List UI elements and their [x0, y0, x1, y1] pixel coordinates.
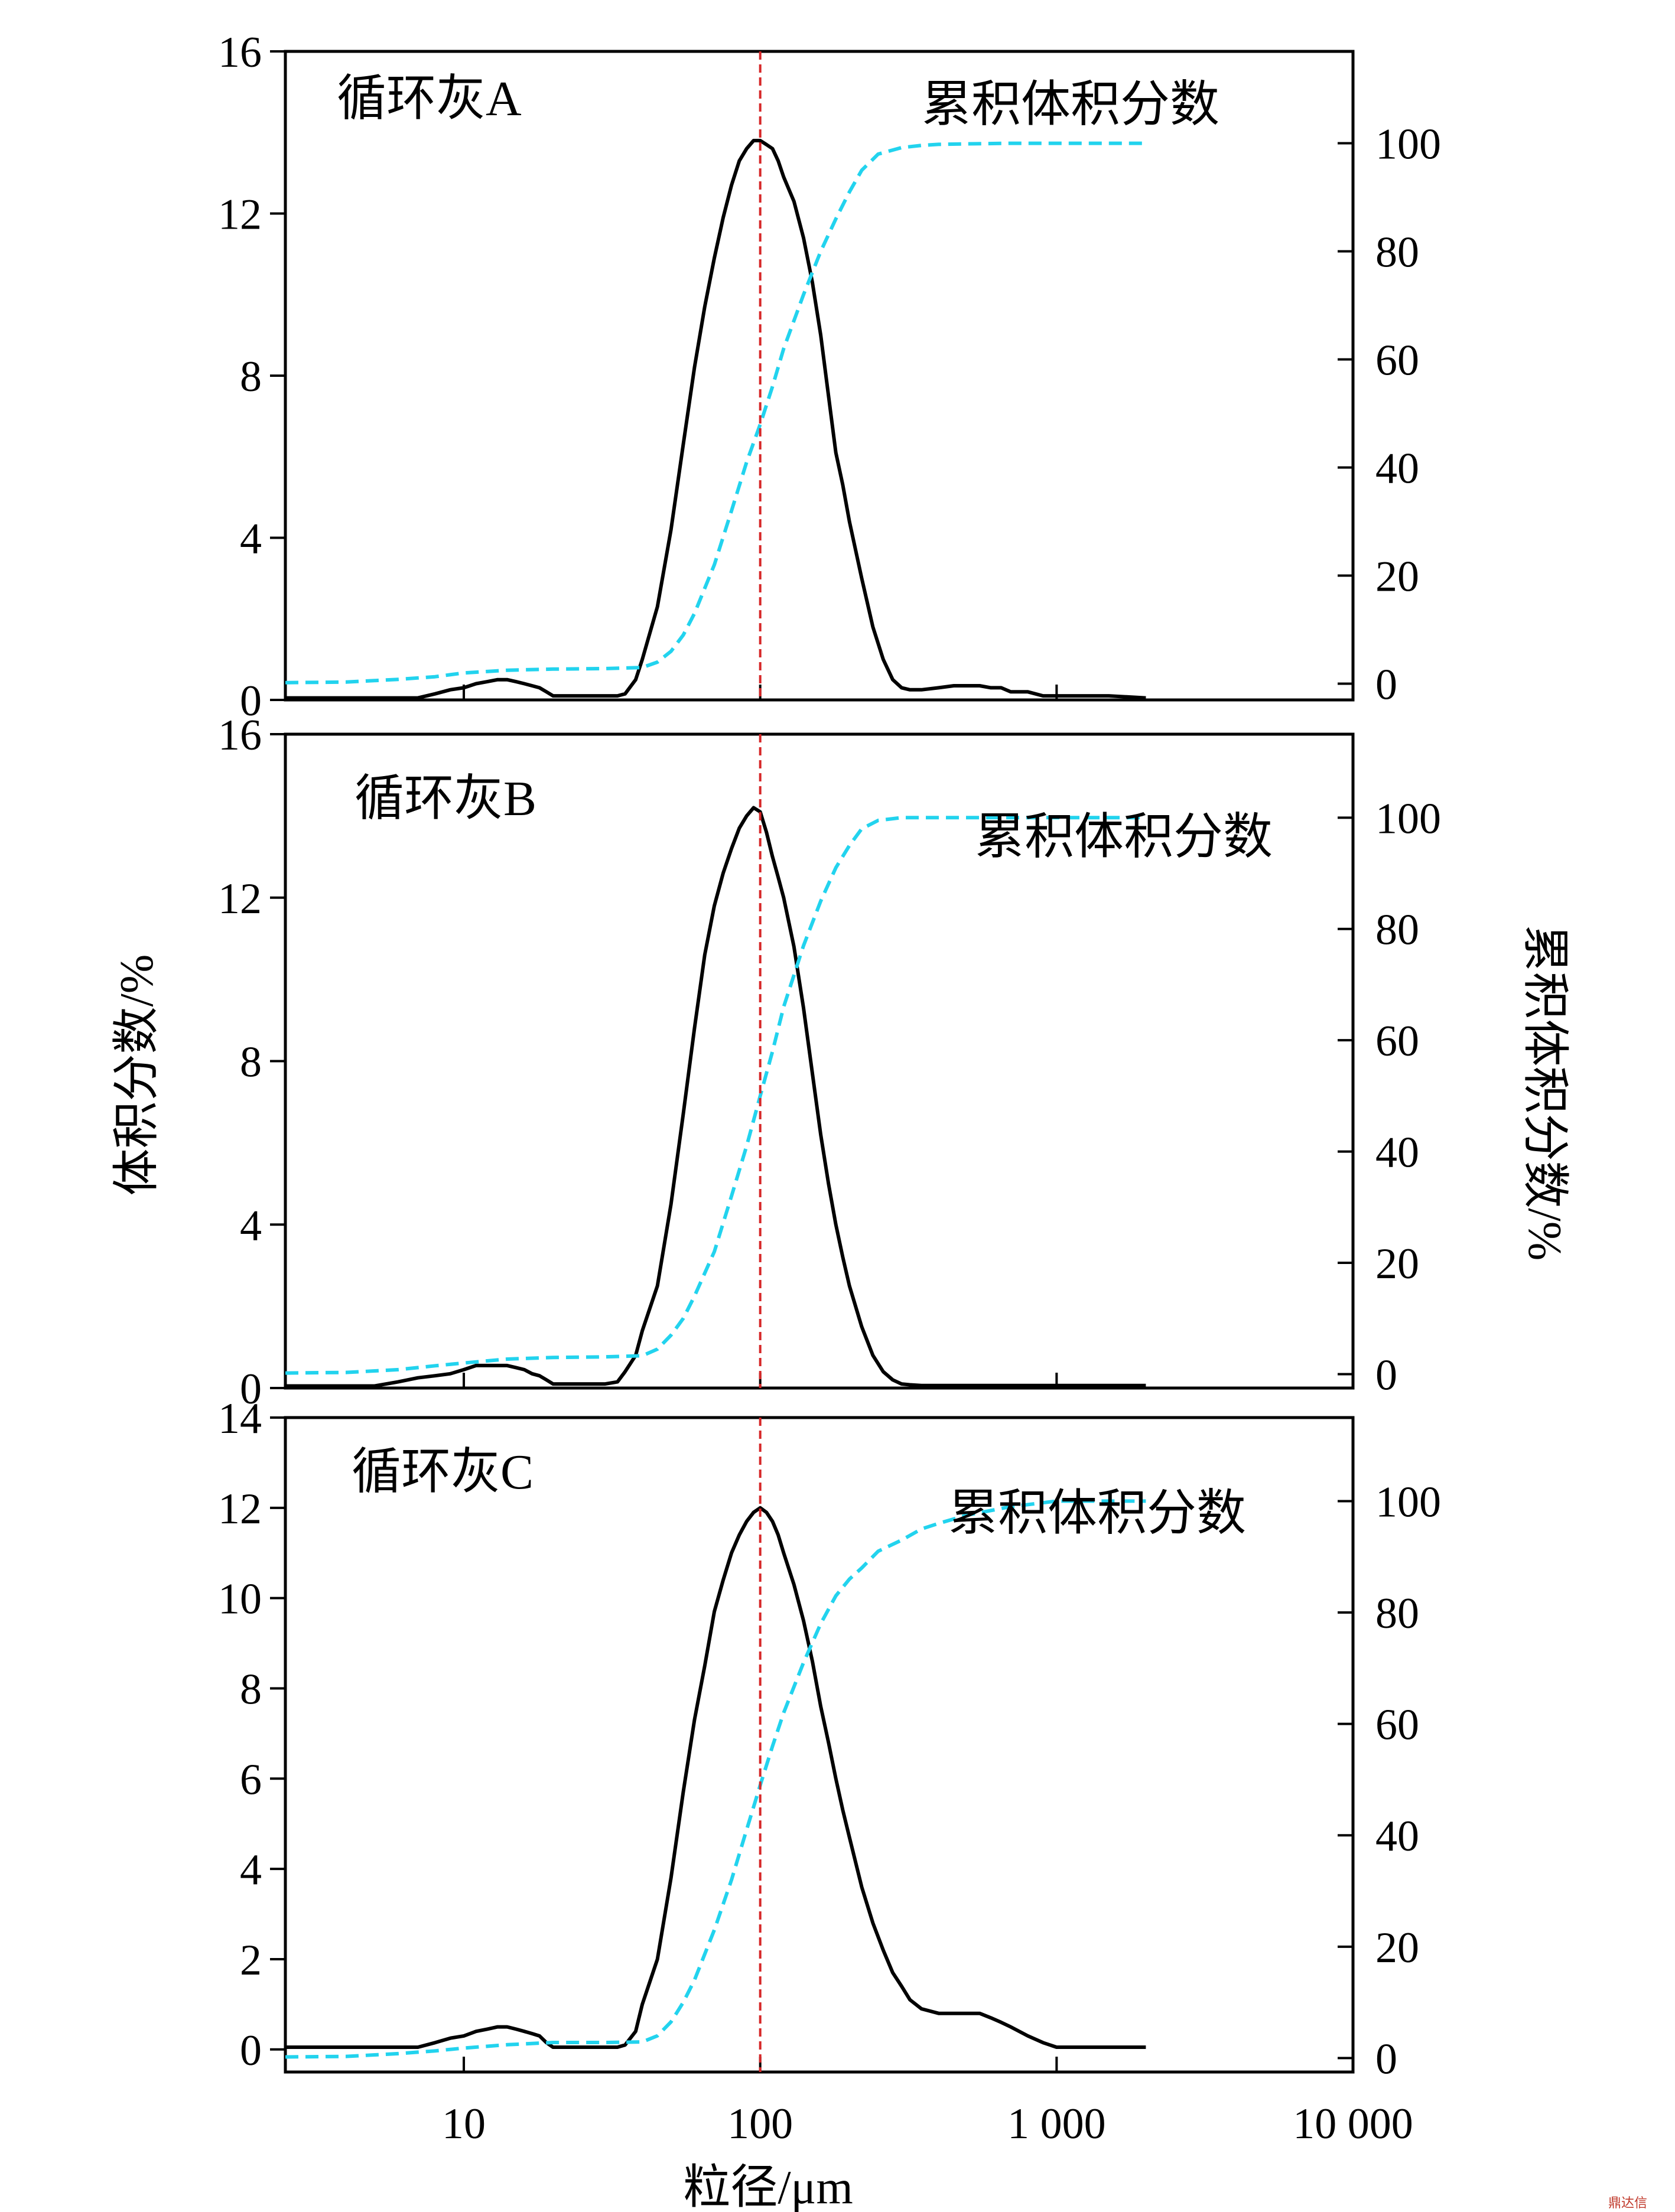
panel-3: 0 2 4 6 8 10 12 14 0 20 40 60 80 100 循环灰C 累积体积分数: [218, 1395, 1441, 2083]
x-tick-label: 10 000: [1293, 2100, 1413, 2148]
plot-frame: [284, 50, 1355, 702]
x-tick-label: 100: [727, 2100, 793, 2148]
y-tick-label-right: 0: [1375, 1351, 1397, 1399]
cumulative-volume-line: [285, 816, 1146, 1375]
y-tick-label-left: 6: [240, 1755, 262, 1804]
panel-2: 0 4 8 12 16 0 20 40 60 80 100 循环灰B 累积体积分数: [218, 711, 1441, 1413]
y-tick-label-left: 4: [240, 515, 262, 563]
y-tick-label-left: 2: [240, 1936, 262, 1985]
y-tick-label-left: 16: [218, 711, 262, 760]
y-tick-label-left: 12: [218, 875, 262, 923]
y-tick-label-right: 60: [1375, 1701, 1419, 1750]
y-tick-label-left: 12: [218, 191, 262, 239]
y-tick-label-right: 40: [1375, 1812, 1419, 1861]
y-tick-label-right: 20: [1375, 1924, 1419, 1972]
panel-label: 循环灰B: [354, 771, 536, 826]
panel-label: 循环灰A: [337, 71, 522, 126]
y-tick-label-left: 14: [218, 1395, 262, 1443]
volume-fraction-line: [285, 139, 1146, 700]
y-tick-label-left: 4: [240, 1201, 262, 1250]
y-tick-label-left: 0: [240, 2027, 262, 2075]
volume-fraction-line: [285, 806, 1146, 1388]
y-tick-label-right: 80: [1375, 229, 1419, 277]
y-tick-label-left: 12: [218, 1485, 262, 1533]
y-tick-label-left: 8: [240, 1038, 262, 1087]
volume-fraction-line: [285, 1506, 1146, 2049]
panel-label: 循环灰C: [352, 1445, 534, 1500]
x-tick-label: 1 000: [1007, 2100, 1106, 2148]
y-tick-label-right: 60: [1375, 337, 1419, 385]
y-tick-label-right: 20: [1375, 553, 1419, 601]
y-tick-label-right: 20: [1375, 1240, 1419, 1288]
x-tick-label: 10: [442, 2100, 486, 2148]
y-tick-label-right: 0: [1375, 661, 1397, 709]
cumulative-volume-line: [285, 1499, 1146, 2059]
cumulative-volume-line: [285, 141, 1146, 685]
y-tick-label-left: 0: [240, 1365, 262, 1413]
y-tick-label-left: 0: [240, 677, 262, 725]
cumulative-series-label: 累积体积分数: [948, 1486, 1246, 1541]
y-tick-label-right: 100: [1375, 120, 1441, 169]
watermark-text: 鼎达信: [1608, 2196, 1648, 2211]
y-tick-label-right: 100: [1375, 1478, 1441, 1526]
y-tick-label-right: 60: [1375, 1017, 1419, 1066]
y-tick-label-left: 4: [240, 1846, 262, 1894]
y-tick-label-left: 8: [240, 353, 262, 401]
plot-frame: [284, 1416, 1355, 2074]
y-tick-label-right: 40: [1375, 445, 1419, 493]
y-tick-label-left: 10: [218, 1575, 262, 1624]
y-tick-label-left: 16: [218, 28, 262, 77]
panel-1: 0 4 8 12 16 0 20 40 60 80 100 循环灰A 累积体积分数: [218, 28, 1441, 725]
y-tick-label-right: 80: [1375, 906, 1419, 954]
y-tick-label-right: 40: [1375, 1129, 1419, 1177]
cumulative-series-label: 累积体积分数: [975, 810, 1273, 865]
y-tick-label-right: 80: [1375, 1589, 1419, 1638]
x-axis-title: 粒径/μm: [683, 2162, 853, 2212]
y-axis-title-right: 累积体积分数/%: [1518, 925, 1570, 1261]
y-tick-label-left: 8: [240, 1665, 262, 1713]
y-tick-label-right: 100: [1375, 794, 1441, 843]
cumulative-series-label: 累积体积分数: [922, 77, 1219, 132]
y-axis-title-left: 体积分数/%: [111, 954, 163, 1196]
y-tick-label-right: 0: [1375, 2035, 1397, 2083]
